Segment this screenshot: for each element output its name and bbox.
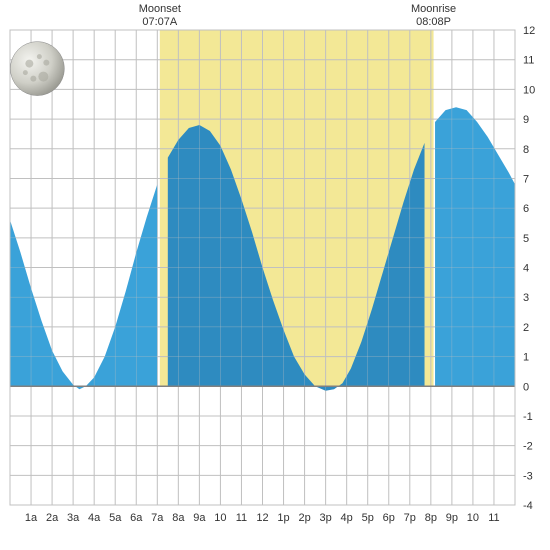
y-tick-label: -2 (523, 441, 533, 453)
y-tick-label: 8 (523, 144, 529, 156)
y-tick-label: 10 (523, 84, 535, 96)
y-tick-label: -1 (523, 411, 533, 423)
y-tick-label: 2 (523, 322, 529, 334)
y-tick-label: 1 (523, 352, 529, 364)
moonrise-time: 08:08P (416, 16, 451, 28)
y-tick-label: 7 (523, 173, 529, 185)
x-tick-label: 7a (151, 512, 164, 524)
x-tick-label: 6p (383, 512, 395, 524)
x-tick-label: 4p (341, 512, 353, 524)
x-tick-label: 8a (172, 512, 185, 524)
y-tick-label: 0 (523, 381, 529, 393)
y-tick-label: 4 (523, 263, 529, 275)
x-tick-label: 2p (298, 512, 310, 524)
x-tick-label: 7p (404, 512, 416, 524)
x-tick-label: 10 (467, 512, 479, 524)
chart-svg: 1a2a3a4a5a6a7a8a9a1011121p2p3p4p5p6p7p8p… (0, 0, 550, 550)
x-tick-label: 2a (46, 512, 59, 524)
y-tick-label: 12 (523, 25, 535, 37)
x-tick-label: 9p (446, 512, 458, 524)
y-tick-label: 3 (523, 292, 529, 304)
moonset-time: 07:07A (142, 16, 178, 28)
x-tick-label: 10 (214, 512, 226, 524)
y-tick-label: -3 (523, 470, 533, 482)
y-tick-label: 5 (523, 233, 529, 245)
y-tick-label: 6 (523, 203, 529, 215)
x-tick-label: 5a (109, 512, 122, 524)
x-tick-label: 3a (67, 512, 80, 524)
x-tick-label: 5p (362, 512, 374, 524)
moonrise-title: Moonrise (411, 3, 456, 15)
x-tick-label: 8p (425, 512, 437, 524)
x-tick-label: 11 (488, 512, 499, 524)
x-tick-label: 1p (277, 512, 289, 524)
x-tick-label: 3p (320, 512, 332, 524)
y-tick-label: -4 (523, 500, 533, 512)
x-tick-label: 11 (236, 512, 247, 524)
x-tick-label: 6a (130, 512, 143, 524)
x-tick-label: 9a (193, 512, 206, 524)
tide-chart: 1a2a3a4a5a6a7a8a9a1011121p2p3p4p5p6p7p8p… (0, 0, 550, 550)
x-tick-label: 1a (25, 512, 38, 524)
y-tick-label: 11 (523, 55, 534, 67)
moonset-title: Moonset (139, 3, 181, 15)
moon-icon (10, 42, 64, 96)
x-tick-label: 12 (256, 512, 268, 524)
x-tick-label: 4a (88, 512, 101, 524)
y-tick-label: 9 (523, 114, 529, 126)
